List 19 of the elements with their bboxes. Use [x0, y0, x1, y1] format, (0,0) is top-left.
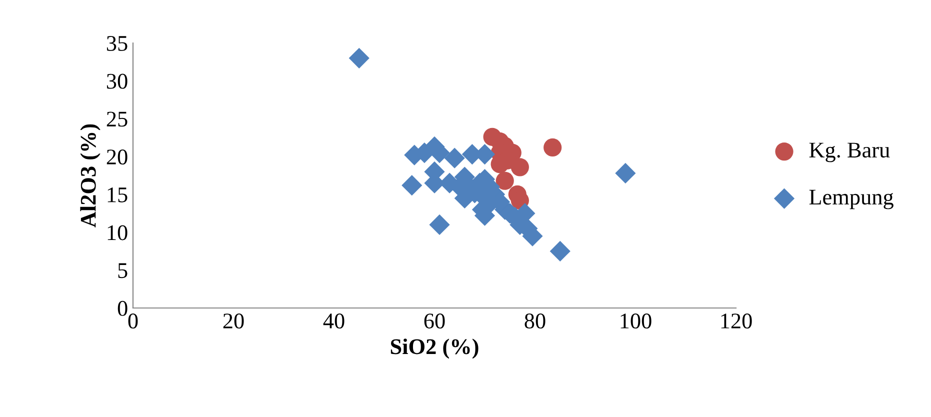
- x-tick-label: 0: [128, 314, 138, 328]
- y-tick-label: 20: [106, 150, 128, 164]
- legend-label: Lempung: [809, 190, 894, 210]
- y-tick-label: 5: [118, 263, 128, 278]
- x-axis-title: SiO2 (%): [390, 338, 478, 359]
- y-tick-label: 35: [106, 36, 128, 51]
- y-tick-label: 0: [118, 300, 128, 316]
- y-axis-title: Al2O3 (%): [80, 124, 100, 228]
- y-tick-label: 10: [108, 225, 128, 240]
- x-tick-label: 80: [524, 314, 546, 328]
- y-tick-label: 15: [108, 187, 128, 202]
- x-tick-label: 60: [424, 314, 445, 328]
- y-tick-label: 25: [106, 112, 128, 127]
- y-tick-label: 30: [106, 74, 128, 89]
- x-tick-label: 40: [323, 314, 344, 328]
- x-tick-label: 100: [620, 314, 652, 328]
- x-tick-label: 120: [721, 314, 752, 328]
- legend-label: Kg. Baru: [809, 142, 890, 162]
- x-tick-label: 20: [223, 314, 244, 328]
